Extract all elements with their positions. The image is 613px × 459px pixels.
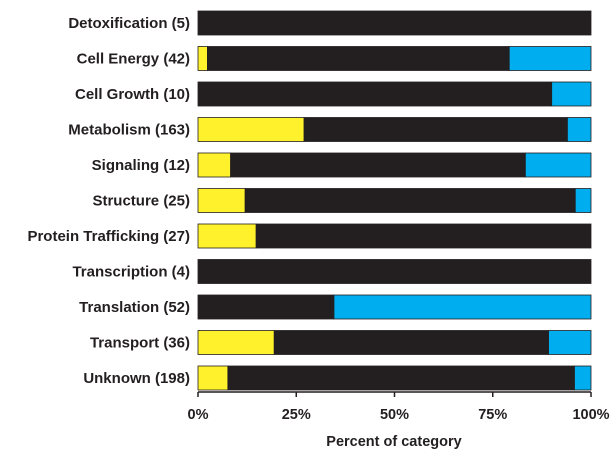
bar-segment-transport-0 (197, 330, 275, 355)
bar-segment-metabolism-0 (197, 117, 305, 142)
bar-segment-structure-1 (244, 188, 576, 213)
bar-segment-signaling-2 (524, 152, 592, 178)
category-label-transport: Transport (36) (90, 335, 190, 352)
bar-segment-structure-0 (197, 188, 246, 213)
bar-segment-transport-2 (548, 330, 592, 355)
bar-segment-unknown-1 (227, 365, 575, 391)
bar-segment-unknown-2 (574, 365, 592, 391)
bar-segment-protein-trafficking-0 (197, 223, 257, 249)
bar-segment-detoxification-1 (197, 10, 592, 36)
x-axis-title: Percent of category (326, 434, 461, 450)
category-label-protein-trafficking: Protein Trafficking (27) (27, 228, 190, 245)
x-tick-label: 50% (380, 407, 409, 423)
category-label-unknown: Unknown (198) (83, 370, 190, 387)
bar-segment-cell-energy-1 (207, 46, 510, 71)
bar-segment-transport-1 (273, 330, 549, 355)
category-label-transcription: Transcription (4) (72, 264, 190, 281)
bar-segment-structure-2 (574, 188, 592, 213)
x-tick-label: 100% (572, 407, 609, 423)
category-label-translation: Translation (52) (79, 299, 190, 316)
x-tick-label: 75% (478, 407, 507, 423)
category-label-signaling: Signaling (12) (92, 157, 190, 174)
bar-segment-unknown-0 (197, 365, 229, 391)
bar-segment-transcription-1 (197, 259, 592, 284)
bar-segment-metabolism-2 (567, 117, 592, 142)
category-label-cell-energy: Cell Energy (42) (77, 51, 190, 68)
x-tick-label: 25% (282, 407, 311, 423)
bar-segment-signaling-0 (197, 152, 232, 178)
category-label-cell-growth: Cell Growth (10) (75, 86, 190, 103)
bar-segment-metabolism-1 (303, 117, 568, 142)
x-tick-label: 0% (188, 407, 209, 423)
bars-layer (197, 10, 592, 391)
bar-segment-translation-1 (197, 294, 335, 320)
bar-segment-signaling-1 (230, 152, 526, 178)
bar-segment-protein-trafficking-1 (255, 223, 592, 249)
category-labels: Detoxification (5) Cell Energy (42) Cell G… (27, 15, 190, 387)
category-label-detoxification: Detoxification (5) (68, 15, 190, 32)
bar-segment-cell-energy-2 (508, 46, 592, 71)
bar-segment-cell-energy-0 (197, 46, 208, 71)
x-axis: 0% 25% 50% 75% 100% (188, 391, 610, 423)
category-label-structure: Structure (25) (92, 193, 190, 210)
bar-segment-translation-2 (333, 294, 592, 320)
category-label-metabolism: Metabolism (163) (68, 122, 190, 139)
bar-segment-cell-growth-2 (551, 81, 592, 107)
bar-segment-cell-growth-1 (197, 81, 553, 107)
